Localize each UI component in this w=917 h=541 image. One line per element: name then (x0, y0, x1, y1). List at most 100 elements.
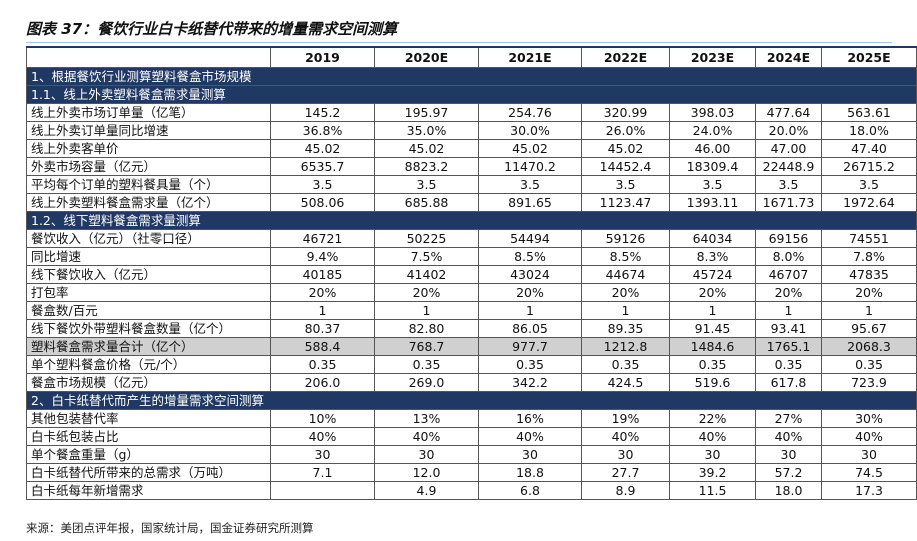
value-cell: 477.64 (755, 103, 822, 122)
data-row: 单个塑料餐盒价格（元/个） 0.35 0.35 0.35 0.35 0.35 0.35 0.3… (26, 355, 917, 374)
row-label: 餐饮收入（亿元）（社零口径） (26, 229, 271, 248)
value-cell: 1 (755, 301, 822, 320)
value-cell: 40% (581, 427, 670, 446)
value-cell: 10% (270, 409, 375, 428)
section-title: 1.2、线下塑料餐盒需求量测算 (26, 211, 917, 230)
header-row: 2019 2020E 2021E 2022E 2023E 2024E 2025E (26, 46, 917, 68)
value-cell: 424.5 (581, 373, 670, 392)
value-cell: 40185 (270, 265, 375, 284)
row-label: 线下餐饮收入（亿元） (26, 265, 271, 284)
value-cell: 1 (821, 301, 917, 320)
value-cell: 45.02 (270, 139, 375, 158)
data-row: 白卡纸每年新增需求 4.9 6.8 8.9 11.5 18.0 17.3 (26, 481, 917, 500)
value-cell: 27% (755, 409, 822, 428)
row-label: 单个塑料餐盒价格（元/个） (26, 355, 271, 374)
value-cell: 11.5 (669, 481, 756, 500)
value-cell: 27.7 (581, 463, 670, 482)
value-cell: 20% (821, 283, 917, 302)
value-cell: 40% (669, 427, 756, 446)
value-cell: 13% (374, 409, 479, 428)
value-cell: 26715.2 (821, 157, 917, 176)
value-cell: 3.5 (669, 175, 756, 194)
value-cell: 1 (374, 301, 479, 320)
value-cell: 45.02 (581, 139, 670, 158)
data-row: 其他包装替代率 10% 13% 16% 19% 22% 27% 30% (26, 409, 917, 428)
data-row: 外卖市场容量（亿元） 6535.7 8823.2 11470.2 14452.4 1830… (26, 157, 917, 176)
row-label: 线下餐饮外带塑料餐盒数量（亿个） (26, 319, 271, 338)
row-label: 塑料餐盒需求量合计（亿个） (26, 337, 271, 356)
row-label: 白卡纸每年新增需求 (26, 481, 271, 500)
column-header: 2021E (478, 46, 582, 68)
value-cell: 30 (821, 445, 917, 464)
value-cell: 47.40 (821, 139, 917, 158)
value-cell: 19% (581, 409, 670, 428)
value-cell: 0.35 (821, 355, 917, 374)
row-label: 其他包装替代率 (26, 409, 271, 428)
value-cell: 0.35 (270, 355, 375, 374)
value-cell: 8.0% (755, 247, 822, 266)
value-cell: 14452.4 (581, 157, 670, 176)
data-row: 线下餐饮外带塑料餐盒数量（亿个） 80.37 82.80 86.05 89.35 91.4… (26, 319, 917, 338)
value-cell: 69156 (755, 229, 822, 248)
row-label: 餐盒市场规模（亿元） (26, 373, 271, 392)
value-cell: 8.9 (581, 481, 670, 500)
value-cell: 1484.6 (669, 337, 756, 356)
section-row: 2、白卡纸替代而产生的增量需求空间测算 (26, 391, 917, 410)
data-row: 同比增速 9.4% 7.5% 8.5% 8.5% 8.3% 8.0% 7.8% (26, 247, 917, 266)
value-cell: 59126 (581, 229, 670, 248)
value-cell: 40% (374, 427, 479, 446)
value-cell: 11470.2 (478, 157, 582, 176)
value-cell: 30 (669, 445, 756, 464)
value-cell: 41402 (374, 265, 479, 284)
value-cell: 89.35 (581, 319, 670, 338)
value-cell: 206.0 (270, 373, 375, 392)
value-cell: 9.4% (270, 247, 375, 266)
value-cell: 45.02 (374, 139, 479, 158)
value-cell: 1 (669, 301, 756, 320)
value-cell: 1671.73 (755, 193, 822, 212)
data-row: 线上外卖订单量同比增速 36.8% 35.0% 30.0% 26.0% 24.0% 20.0… (26, 121, 917, 140)
value-cell: 563.61 (821, 103, 917, 122)
value-cell: 588.4 (270, 337, 375, 356)
title: 图表 37：餐饮行业白卡纸替代带来的增量需求空间测算 (26, 20, 398, 38)
value-cell: 18309.4 (669, 157, 756, 176)
value-cell: 80.37 (270, 319, 375, 338)
value-cell: 7.1 (270, 463, 375, 482)
section-row: 1.2、线下塑料餐盒需求量测算 (26, 211, 917, 230)
value-cell: 977.7 (478, 337, 582, 356)
value-cell: 36.8% (270, 121, 375, 140)
value-cell: 8.3% (669, 247, 756, 266)
value-cell: 269.0 (374, 373, 479, 392)
value-cell: 891.65 (478, 193, 582, 212)
value-cell: 57.2 (755, 463, 822, 482)
column-header: 2025E (821, 46, 917, 68)
value-cell: 20% (374, 283, 479, 302)
data-row: 平均每个订单的塑料餐具量（个） 3.5 3.5 3.5 3.5 3.5 3.5 3.5 (26, 175, 917, 194)
value-cell: 3.5 (270, 175, 375, 194)
value-cell: 64034 (669, 229, 756, 248)
title-rule (26, 42, 892, 43)
value-cell: 1 (581, 301, 670, 320)
value-cell: 3.5 (478, 175, 582, 194)
row-label: 外卖市场容量（亿元） (26, 157, 271, 176)
value-cell: 195.97 (374, 103, 479, 122)
value-cell: 20% (581, 283, 670, 302)
row-label: 白卡纸包装占比 (26, 427, 271, 446)
value-cell: 20% (755, 283, 822, 302)
value-cell: 768.7 (374, 337, 479, 356)
value-cell: 0.35 (669, 355, 756, 374)
value-cell: 342.2 (478, 373, 582, 392)
value-cell: 22% (669, 409, 756, 428)
value-cell: 1123.47 (581, 193, 670, 212)
value-cell: 7.5% (374, 247, 479, 266)
value-cell: 685.88 (374, 193, 479, 212)
value-cell: 723.9 (821, 373, 917, 392)
value-cell: 47.00 (755, 139, 822, 158)
column-header: 2022E (581, 46, 670, 68)
value-cell: 145.2 (270, 103, 375, 122)
value-cell: 3.5 (821, 175, 917, 194)
value-cell: 47835 (821, 265, 917, 284)
value-cell: 3.5 (581, 175, 670, 194)
value-cell: 40% (821, 427, 917, 446)
row-label: 餐盒数/百元 (26, 301, 271, 320)
